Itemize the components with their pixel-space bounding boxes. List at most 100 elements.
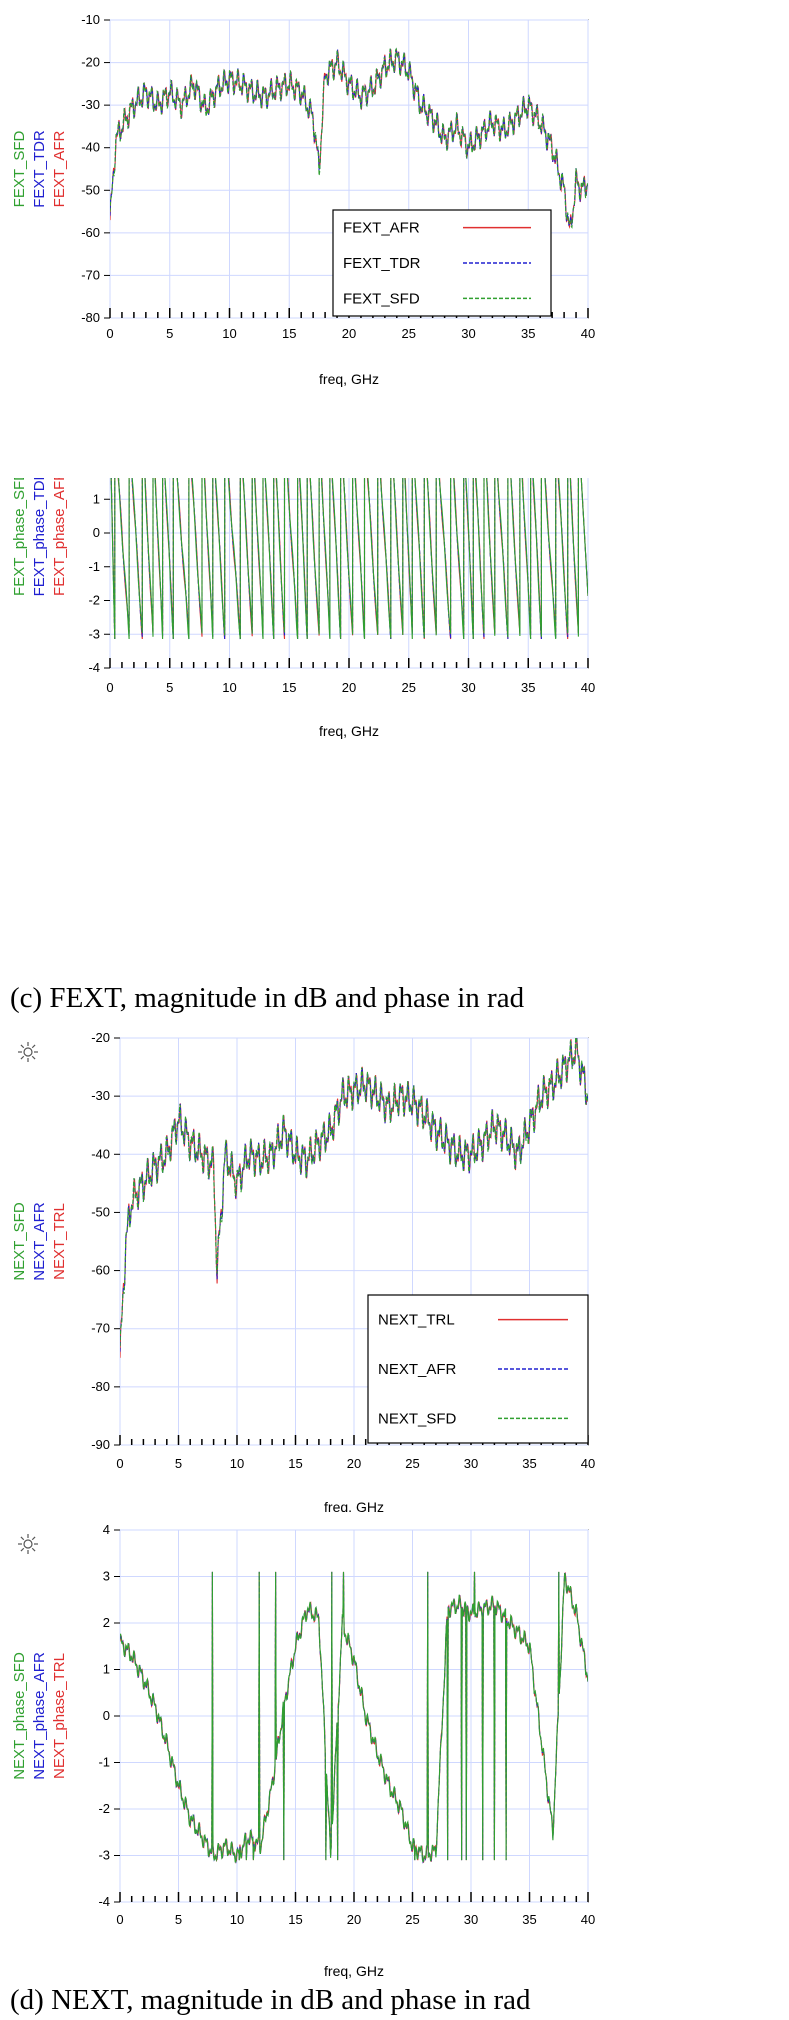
y-axis-label: FEXT_TDR xyxy=(31,130,48,208)
y-tick-label: -60 xyxy=(91,1263,110,1278)
x-tick-label: 15 xyxy=(282,326,296,341)
legend-label: NEXT_TRL xyxy=(378,1312,455,1329)
y-tick-label: -70 xyxy=(81,267,100,282)
x-tick-label: 10 xyxy=(222,680,236,695)
x-tick-label: 35 xyxy=(521,326,535,341)
y-tick-label: -40 xyxy=(91,1146,110,1161)
y-axis-label: NEXT_TRL xyxy=(51,1203,68,1280)
y-tick-label: -4 xyxy=(98,1894,110,1909)
y-axis-label: NEXT_phase_TRL xyxy=(51,1653,68,1779)
x-axis-label: freq, GHz xyxy=(324,1499,384,1512)
legend-label: FEXT_SFD xyxy=(343,290,420,307)
x-tick-label: 25 xyxy=(405,1456,419,1471)
y-tick-label: -3 xyxy=(88,626,100,641)
x-tick-label: 20 xyxy=(342,680,356,695)
caption-d: (d) NEXT, magnitude in dB and phase in r… xyxy=(10,1984,531,2016)
y-axis-label: NEXT_phase_AFR xyxy=(31,1652,48,1780)
y-tick-label: -2 xyxy=(98,1801,110,1816)
x-tick-label: 10 xyxy=(230,1912,244,1927)
x-tick-label: 25 xyxy=(405,1912,419,1927)
y-tick-label: 1 xyxy=(93,491,100,506)
x-tick-label: 35 xyxy=(522,1456,536,1471)
y-axis-label: NEXT_AFR xyxy=(31,1202,48,1281)
legend-label: NEXT_SFD xyxy=(378,1410,457,1427)
y-tick-label: -40 xyxy=(81,140,100,155)
x-tick-label: 30 xyxy=(464,1456,478,1471)
y-axis-label: FEXT_phase_SFD xyxy=(11,478,28,596)
y-tick-label: -2 xyxy=(88,593,100,608)
series-line-fext-sfd xyxy=(110,47,588,229)
x-tick-label: 40 xyxy=(581,680,595,695)
y-tick-label: -1 xyxy=(98,1755,110,1770)
y-tick-label: 4 xyxy=(103,1522,110,1537)
x-tick-label: 0 xyxy=(106,326,113,341)
y-axis-label: FEXT_AFR xyxy=(51,130,68,207)
y-tick-label: -10 xyxy=(81,12,100,27)
x-tick-label: 5 xyxy=(175,1456,182,1471)
y-tick-label: 0 xyxy=(93,525,100,540)
series-line-next-sfd xyxy=(120,1038,588,1347)
x-tick-label: 20 xyxy=(347,1456,361,1471)
y-tick-label: -50 xyxy=(91,1204,110,1219)
marker-icon xyxy=(18,1042,38,1062)
y-tick-label: -80 xyxy=(91,1379,110,1394)
x-tick-label: 20 xyxy=(347,1912,361,1927)
x-tick-label: 30 xyxy=(464,1912,478,1927)
x-tick-label: 0 xyxy=(106,680,113,695)
legend: NEXT_TRL NEXT_AFR NEXT_SFD xyxy=(367,1294,589,1444)
y-tick-label: -30 xyxy=(91,1088,110,1103)
x-tick-label: 10 xyxy=(230,1456,244,1471)
x-tick-label: 40 xyxy=(581,1912,595,1927)
legend-label: NEXT_AFR xyxy=(378,1361,457,1378)
series-line-next-phase-sfd xyxy=(120,1571,588,1863)
y-tick-label: -1 xyxy=(88,559,100,574)
x-tick-label: 40 xyxy=(581,1456,595,1471)
x-tick-label: 10 xyxy=(222,326,236,341)
y-tick-label: -90 xyxy=(91,1437,110,1452)
x-tick-label: 25 xyxy=(402,326,416,341)
x-axis-label: freq, GHz xyxy=(324,1963,384,1979)
y-axis-label: NEXT_SFD xyxy=(11,1202,28,1281)
caption-c: (c) FEXT, magnitude in dB and phase in r… xyxy=(10,982,525,1014)
y-axis-label: FEXT_phase_TDR xyxy=(31,478,48,596)
legend-label: FEXT_AFR xyxy=(343,220,420,237)
y-tick-label: 2 xyxy=(103,1615,110,1630)
legend-label: FEXT_TDR xyxy=(343,255,421,272)
y-tick-label: 0 xyxy=(103,1708,110,1723)
x-tick-label: 15 xyxy=(282,680,296,695)
y-tick-label: -60 xyxy=(81,225,100,240)
x-tick-label: 40 xyxy=(581,326,595,341)
x-tick-label: 15 xyxy=(288,1912,302,1927)
y-axis-label: NEXT_phase_SFD xyxy=(11,1652,28,1780)
x-tick-label: 15 xyxy=(288,1456,302,1471)
y-tick-label: -50 xyxy=(81,182,100,197)
y-tick-label: -80 xyxy=(81,310,100,325)
legend: FEXT_AFR FEXT_TDR FEXT_SFD xyxy=(332,209,552,317)
y-tick-label: -30 xyxy=(81,97,100,112)
x-tick-label: 0 xyxy=(116,1912,123,1927)
marker-icon xyxy=(18,1534,38,1554)
y-axis-label: FEXT_phase_AFR xyxy=(51,478,68,596)
y-tick-label: 1 xyxy=(103,1662,110,1677)
x-tick-label: 30 xyxy=(461,680,475,695)
x-axis-label: freq, GHz xyxy=(319,371,379,387)
next-magnitude-chart: 0 5 10 15 20 25 30 35 40 -90 -80 -70 -60 -50 -40 -30 -20… xyxy=(0,1020,789,1512)
x-tick-label: 0 xyxy=(116,1456,123,1471)
x-tick-label: 5 xyxy=(166,326,173,341)
y-tick-label: -3 xyxy=(98,1848,110,1863)
x-tick-label: 35 xyxy=(521,680,535,695)
y-tick-label: -70 xyxy=(91,1321,110,1336)
x-tick-label: 30 xyxy=(461,326,475,341)
y-tick-label: 3 xyxy=(103,1569,110,1584)
series-line-fext-phase-sfd xyxy=(110,478,588,640)
x-tick-label: 35 xyxy=(522,1912,536,1927)
x-tick-label: 20 xyxy=(342,326,356,341)
y-tick-label: -4 xyxy=(88,660,100,675)
y-tick-label: -20 xyxy=(91,1030,110,1045)
y-tick-label: -20 xyxy=(81,55,100,70)
x-axis-label: freq, GHz xyxy=(319,723,379,739)
fext-magnitude-chart: 0 5 10 15 20 25 30 35 40 -80 -70 -60 -50 -40 -30 -20 -10… xyxy=(0,0,789,478)
x-tick-label: 5 xyxy=(175,1912,182,1927)
x-tick-label: 5 xyxy=(166,680,173,695)
